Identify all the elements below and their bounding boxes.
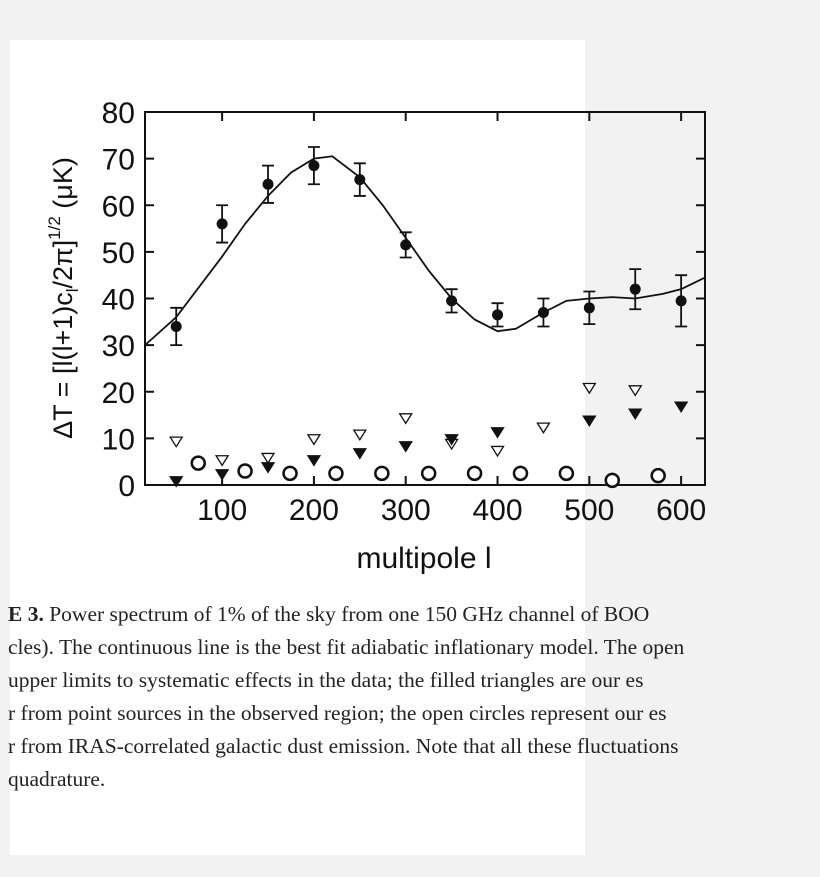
y-label-part: ΔT = [l(l+1)c [48,292,78,439]
source-point [169,476,184,488]
y-tick-label: 20 [102,377,135,410]
y-tick-label: 30 [102,330,135,363]
source-point [444,434,459,446]
source-point [673,401,689,413]
dust-point [237,463,253,479]
systematic-point [169,436,184,448]
source-point [352,448,367,460]
caption-label: E 3. [8,602,44,626]
systematic-point [260,452,276,465]
source-point [490,427,505,439]
source-point [628,408,643,420]
x-tick-label: 300 [381,494,431,527]
y-tick-label: 70 [102,144,135,177]
source-point [260,462,276,474]
data-point [308,160,320,172]
caption-line: cles). The continuous line is the best f… [8,635,685,659]
source-point [214,469,230,481]
data-point [216,218,228,230]
dust-point [512,465,529,482]
x-axis-label: multipole l [356,542,491,575]
dust-point [282,465,298,482]
x-tick-label: 500 [564,494,614,527]
caption-text: Power spectrum of 1% of the sky from one… [43,602,650,626]
y-tick-label: 10 [102,423,135,456]
x-tick-label: 200 [289,494,339,527]
y-label-part: (μK) [48,157,78,216]
caption-line: E 3. Power spectrum of 1% of the sky fro… [8,598,820,631]
source-point [398,441,413,453]
dust-point [466,465,483,482]
y-tick-label: 50 [102,237,135,270]
caption-line: r from point sources in the observed reg… [8,701,667,725]
systematic-point [536,422,551,434]
y-tick-label: 80 [102,97,135,130]
systematic-point [214,455,230,467]
x-tick-label: 400 [472,494,522,527]
systematic-point [398,413,413,425]
y-tick-label: 40 [102,284,135,317]
caption-line: r from IRAS-correlated galactic dust emi… [8,734,679,758]
systematic-point [490,445,505,458]
data-point [583,302,595,314]
x-tick-label: 100 [197,494,247,527]
model-curve [144,155,706,346]
dust-point [420,465,437,482]
y-tick-label: 0 [118,470,135,503]
source-point [306,455,322,467]
y-label-part: /2π] [48,240,78,289]
figure-panel [10,40,585,855]
dust-point [190,455,206,471]
systematic-point [352,429,367,441]
chart: multipole l ΔT = [l(l+1)cl/2π]1/2 (μK) 0… [45,97,706,575]
systematic-point [306,434,322,446]
y-axis-label: ΔT = [l(l+1)cl/2π]1/2 (μK) [45,157,82,439]
systematic-point [628,385,643,397]
data-point [354,174,366,186]
data-point [675,295,687,307]
data-point [170,320,182,332]
source-point [582,415,597,427]
dust-point [650,467,666,484]
caption-line: upper limits to systematic effects in th… [8,668,644,692]
dust-point [328,465,344,482]
data-point [629,283,641,295]
caption-line: quadrature. [8,767,106,791]
data-point [492,309,504,321]
caption: E 3. Power spectrum of 1% of the sky fro… [8,598,820,796]
systematic-point [582,382,597,395]
y-tick-label: 60 [102,190,135,223]
y-label-sup: 1/2 [45,216,64,240]
data-point [446,295,458,307]
dust-point [558,465,575,482]
dust-point [374,465,390,482]
y-label-sub: l [63,289,82,293]
x-tick-label: 600 [656,494,706,527]
dust-point [604,472,621,489]
data-point [262,178,274,190]
